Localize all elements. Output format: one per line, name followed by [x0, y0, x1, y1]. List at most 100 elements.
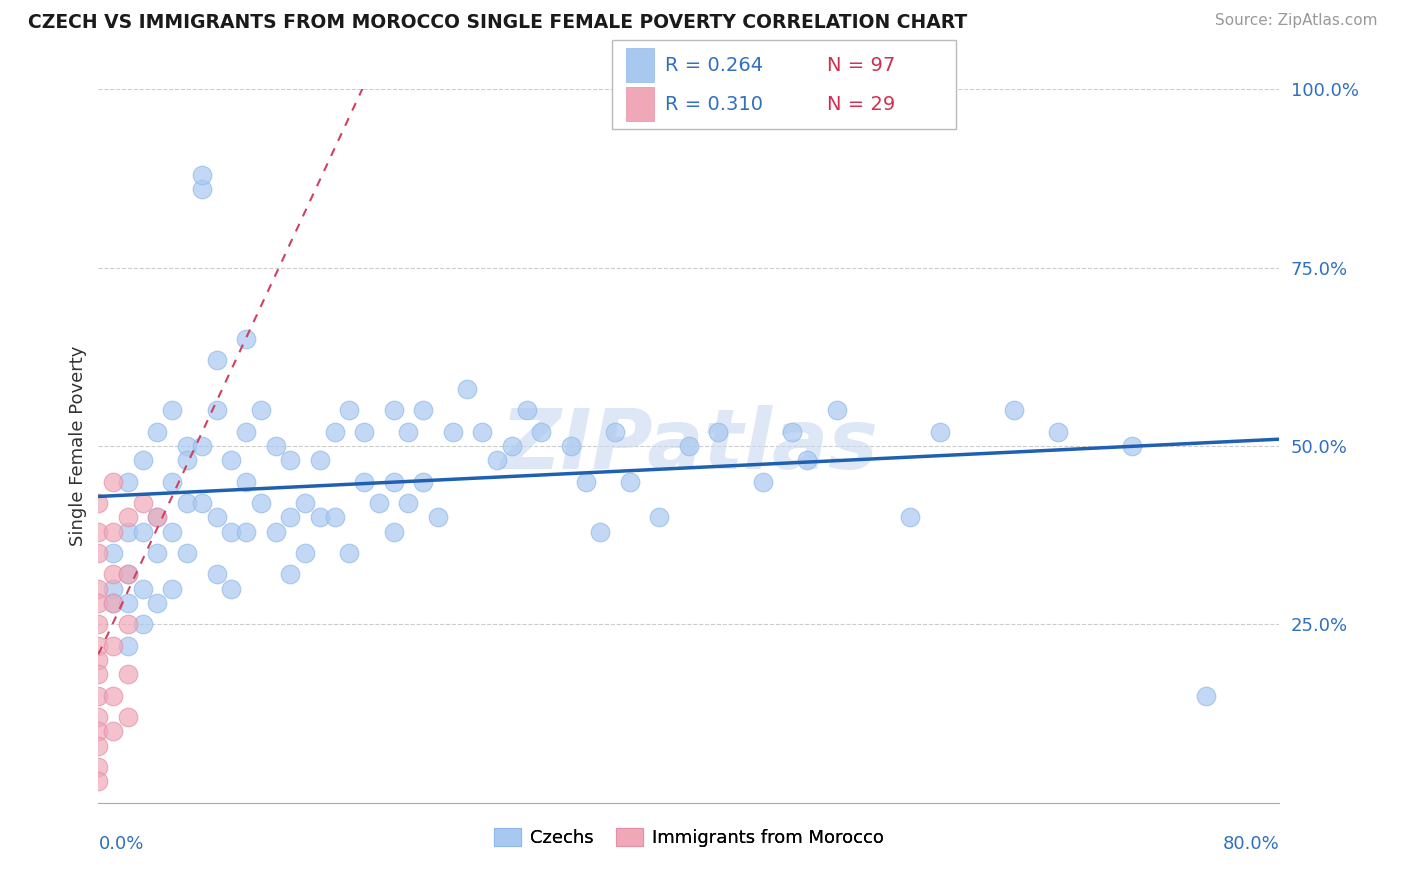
- Point: [162, 475, 183, 489]
- Y-axis label: Single Female Poverty: Single Female Poverty: [69, 346, 87, 546]
- Point: [250, 496, 273, 510]
- Point: [146, 425, 169, 439]
- Point: [323, 510, 346, 524]
- Point: [782, 425, 804, 439]
- Point: [280, 510, 302, 524]
- Point: [575, 475, 598, 489]
- Point: [103, 596, 125, 610]
- Text: CZECH VS IMMIGRANTS FROM MOROCCO SINGLE FEMALE POVERTY CORRELATION CHART: CZECH VS IMMIGRANTS FROM MOROCCO SINGLE …: [28, 13, 967, 32]
- Point: [339, 546, 361, 560]
- Point: [132, 582, 155, 596]
- Point: [353, 425, 375, 439]
- Point: [146, 596, 169, 610]
- Point: [176, 439, 198, 453]
- Point: [412, 475, 434, 489]
- Point: [280, 567, 302, 582]
- Point: [398, 496, 420, 510]
- Point: [87, 689, 110, 703]
- Point: [1046, 425, 1070, 439]
- Point: [250, 403, 273, 417]
- Point: [1002, 403, 1025, 417]
- Point: [117, 475, 139, 489]
- Point: [103, 724, 125, 739]
- Point: [87, 524, 110, 539]
- Text: ZIPatlas: ZIPatlas: [501, 406, 877, 486]
- Point: [382, 475, 405, 489]
- Point: [280, 453, 302, 467]
- Point: [87, 667, 110, 681]
- Point: [471, 425, 494, 439]
- Text: R = 0.310: R = 0.310: [665, 95, 763, 114]
- Point: [796, 453, 818, 467]
- Point: [87, 724, 110, 739]
- Point: [441, 425, 464, 439]
- Point: [412, 403, 434, 417]
- Point: [117, 524, 139, 539]
- Point: [353, 475, 375, 489]
- Point: [205, 510, 228, 524]
- Point: [132, 496, 155, 510]
- Point: [176, 453, 198, 467]
- Point: [117, 596, 139, 610]
- Point: [103, 639, 125, 653]
- Point: [103, 689, 125, 703]
- Point: [501, 439, 523, 453]
- Point: [103, 567, 125, 582]
- Point: [825, 403, 848, 417]
- Point: [103, 582, 125, 596]
- Point: [191, 182, 214, 196]
- Point: [132, 524, 155, 539]
- Point: [235, 425, 257, 439]
- Point: [146, 546, 169, 560]
- Point: [87, 653, 110, 667]
- Point: [117, 667, 139, 681]
- Point: [264, 524, 287, 539]
- Point: [87, 582, 110, 596]
- Point: [162, 582, 183, 596]
- Point: [368, 496, 391, 510]
- Text: N = 29: N = 29: [827, 95, 896, 114]
- Point: [117, 510, 139, 524]
- Point: [176, 546, 198, 560]
- Point: [309, 453, 332, 467]
- Point: [589, 524, 612, 539]
- Point: [132, 617, 155, 632]
- Point: [221, 582, 243, 596]
- Point: [191, 496, 214, 510]
- Point: [294, 496, 316, 510]
- Point: [117, 567, 139, 582]
- Point: [87, 546, 110, 560]
- Point: [264, 439, 287, 453]
- Point: [87, 710, 110, 724]
- Point: [929, 425, 952, 439]
- Point: [339, 403, 361, 417]
- Point: [235, 524, 257, 539]
- Point: [103, 596, 125, 610]
- Point: [486, 453, 509, 467]
- Point: [87, 596, 110, 610]
- Point: [132, 453, 155, 467]
- Point: [323, 425, 346, 439]
- Point: [221, 453, 243, 467]
- Point: [146, 510, 169, 524]
- Point: [146, 510, 169, 524]
- Point: [117, 617, 139, 632]
- Point: [294, 546, 316, 560]
- Point: [427, 510, 450, 524]
- Point: [103, 475, 125, 489]
- Point: [162, 403, 183, 417]
- Point: [707, 425, 730, 439]
- Point: [530, 425, 553, 439]
- Text: Source: ZipAtlas.com: Source: ZipAtlas.com: [1215, 13, 1378, 29]
- Point: [619, 475, 641, 489]
- Point: [235, 332, 257, 346]
- Text: N = 97: N = 97: [827, 55, 896, 75]
- Point: [752, 475, 775, 489]
- Point: [205, 353, 228, 368]
- Point: [87, 639, 110, 653]
- Point: [1195, 689, 1218, 703]
- Text: 80.0%: 80.0%: [1223, 835, 1279, 853]
- Point: [221, 524, 243, 539]
- Point: [191, 168, 214, 182]
- Point: [103, 546, 125, 560]
